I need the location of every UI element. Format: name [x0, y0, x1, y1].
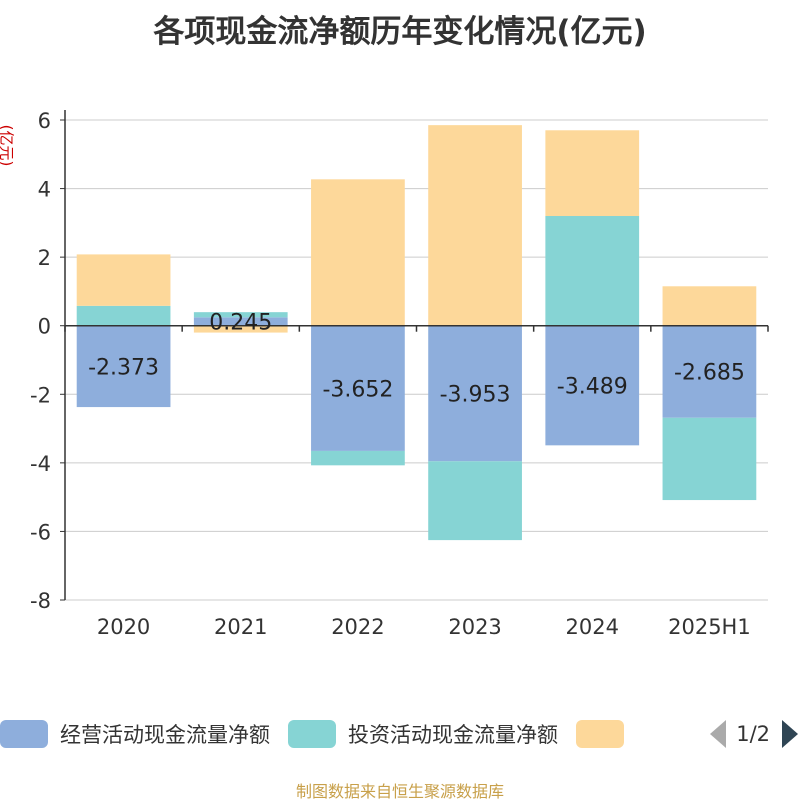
legend-swatch-third [576, 720, 624, 748]
legend-item-investing[interactable]: 投资活动现金流量净额 [288, 719, 558, 749]
data-label: -2.685 [674, 361, 745, 386]
bar-segment [545, 130, 640, 216]
bars [76, 125, 757, 541]
source-note: 制图数据来自恒生聚源数据库 [295, 782, 504, 801]
bar-segment [193, 312, 288, 318]
bar-segment [428, 125, 522, 326]
chart-title: 各项现金流净额历年变化情况(亿元) [153, 14, 647, 50]
x-tick-label: 2024 [566, 615, 619, 639]
legend-item-third[interactable] [576, 720, 636, 748]
x-tick-label: 2023 [448, 615, 501, 639]
x-tick-label: 2025H1 [668, 615, 751, 639]
bar-segment [311, 179, 405, 326]
legend-page-indicator: 1/2 [736, 722, 770, 746]
legend: 经营活动现金流量净额 投资活动现金流量净额 1/2 [0, 716, 800, 752]
bar-segment [428, 461, 522, 541]
bar-segment [428, 325, 522, 462]
data-label: -2.373 [88, 355, 159, 380]
legend-swatch-investing [288, 720, 336, 748]
y-tick-label: 2 [38, 246, 51, 270]
bar-segment [662, 325, 757, 418]
legend-prev-page-icon[interactable] [710, 720, 727, 748]
bar-segment [76, 325, 171, 408]
y-tick-label: -6 [30, 520, 51, 544]
bar-segment [311, 450, 405, 466]
y-tick-label: -2 [30, 383, 51, 407]
bar-segment [662, 286, 757, 326]
bar-segment [311, 325, 405, 451]
y-tick-label: -8 [30, 589, 51, 613]
y-tick-label: 0 [38, 315, 51, 339]
legend-pager: 1/2 [710, 720, 800, 748]
data-label: 0.245 [209, 311, 272, 336]
data-label: -3.489 [557, 375, 628, 400]
bar-segment [545, 216, 640, 326]
y-tick-label: -4 [30, 452, 51, 476]
legend-swatch-operating [0, 720, 48, 748]
data-label: -3.953 [440, 382, 511, 407]
data-labels: -2.373 0.245 -3.652 -3.953 -3.489 -2.685 [88, 311, 745, 408]
y-tick-label: 6 [38, 109, 51, 133]
legend-next-page-icon[interactable] [782, 720, 798, 748]
data-label: -3.652 [322, 377, 393, 402]
bar-segment [662, 417, 757, 501]
y-tick-label: 4 [38, 178, 51, 202]
bar-segment [76, 305, 171, 326]
x-tick-label: 2020 [97, 615, 150, 639]
bar-segment [545, 325, 640, 446]
axes: 6 4 2 0 -2 -4 -6 -8 2020 2021 2022 2023 2024 2025H1 [30, 109, 769, 639]
legend-item-operating[interactable]: 经营活动现金流量净额 [0, 719, 270, 749]
x-tick-label: 2021 [214, 615, 267, 639]
legend-label-operating: 经营活动现金流量净额 [60, 723, 270, 747]
x-tick-label: 2022 [331, 615, 384, 639]
bar-segment [193, 317, 288, 326]
legend-label-investing: 投资活动现金流量净额 [348, 723, 558, 747]
bar-segment [193, 325, 288, 333]
bar-segment [76, 254, 171, 306]
chart-plot: 6 4 2 0 -2 -4 -6 -8 2020 2021 2022 2023 2024 2025H1 -… [30, 109, 769, 639]
